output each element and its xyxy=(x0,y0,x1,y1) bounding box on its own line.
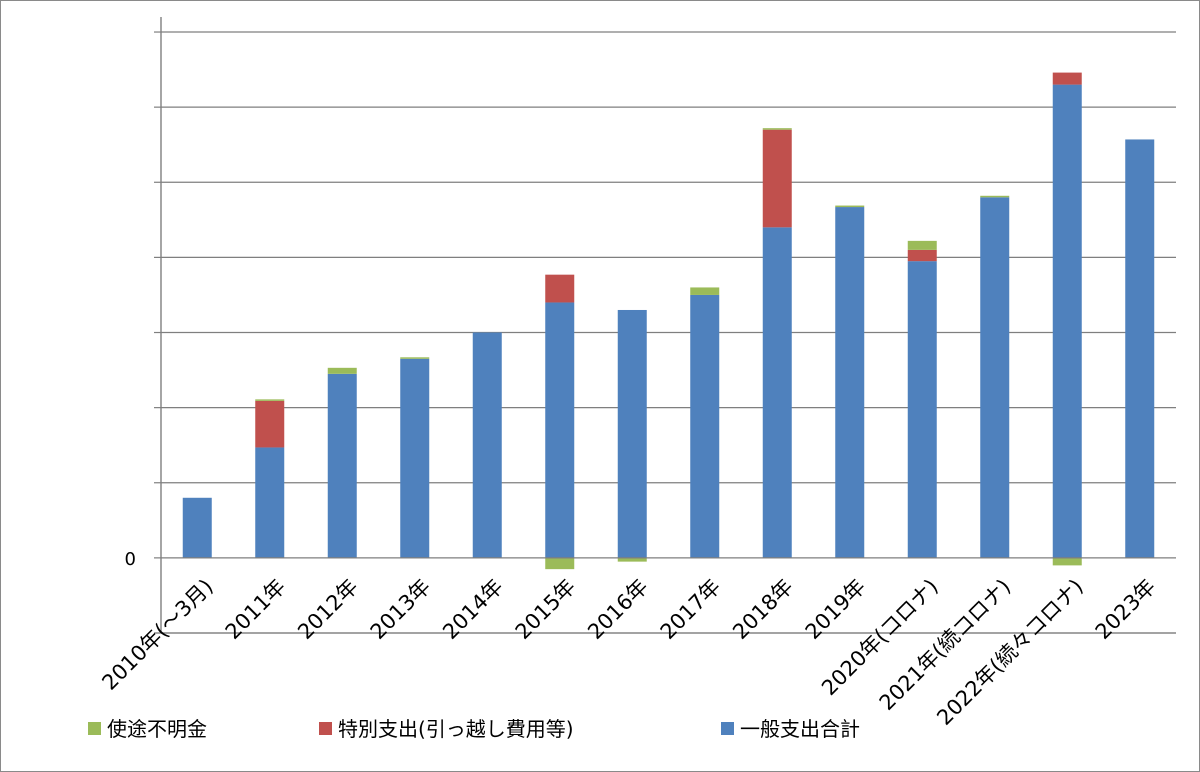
bar-general-expense xyxy=(690,294,720,558)
bar-general-expense xyxy=(907,261,937,558)
bar-general-expense xyxy=(1125,139,1155,558)
category-label: 2013年 xyxy=(366,574,436,644)
category-label: 2018年 xyxy=(728,574,798,644)
legend-swatch xyxy=(721,722,734,735)
category-label: 2010年(～3月) xyxy=(97,574,217,694)
bar-unknown-expense xyxy=(255,399,285,401)
bar-unknown-expense xyxy=(690,287,720,295)
bar-unknown-expense xyxy=(545,557,575,570)
legend-swatch xyxy=(319,722,332,735)
category-label: 2017年 xyxy=(656,574,726,644)
bar-general-expense xyxy=(545,302,575,558)
bar-special-expense xyxy=(545,274,575,303)
bar-unknown-expense xyxy=(1052,557,1082,566)
y-tick-label: 0 xyxy=(125,549,136,570)
bar-special-expense xyxy=(1052,72,1082,85)
bar-general-expense xyxy=(762,227,792,558)
bar-general-expense xyxy=(472,332,502,558)
category-label: 2022年(続々コロナ) xyxy=(932,574,1087,729)
bar-unknown-expense xyxy=(617,557,647,562)
category-labels: 2010年(～3月) 2011年 2012年 2013年 2014年 2015年 2016年… xyxy=(97,574,1160,729)
category-label: 2012年 xyxy=(293,574,363,644)
bar-unknown-expense xyxy=(400,357,430,359)
legend-label: 特別支出(引っ越し費用等) xyxy=(338,717,574,741)
bar-unknown-expense xyxy=(327,367,357,374)
bar-general-expense xyxy=(1052,84,1082,558)
bar-general-expense xyxy=(255,447,285,558)
bar-general-expense xyxy=(617,309,647,558)
bar-unknown-expense xyxy=(907,240,937,250)
bar-unknown-expense xyxy=(980,195,1010,198)
bar-unknown-expense xyxy=(835,205,865,208)
bar-general-expense xyxy=(980,197,1010,558)
category-label: 2014年 xyxy=(438,574,508,644)
gridlines xyxy=(161,31,1176,634)
category-label: 2011年 xyxy=(221,574,291,644)
category-label: 2016年 xyxy=(583,574,653,644)
bar-general-expense xyxy=(182,497,212,558)
legend-label: 一般支出合計 xyxy=(740,717,860,741)
bar-special-expense xyxy=(907,249,937,262)
category-label: 2019年 xyxy=(801,574,871,644)
category-label: 2021年(続コロナ) xyxy=(875,574,1016,715)
bar-special-expense xyxy=(255,400,285,448)
bar-general-expense xyxy=(835,207,865,558)
category-label: 2023年 xyxy=(1091,574,1161,644)
legend-swatch xyxy=(88,722,101,735)
legend-label: 使途不明金 xyxy=(107,717,207,741)
bar-general-expense xyxy=(327,373,357,558)
bar-special-expense xyxy=(762,129,792,228)
category-label: 2015年 xyxy=(511,574,581,644)
legend: 使途不明金 特別支出(引っ越し費用等) 一般支出合計 xyxy=(88,717,860,741)
bar-general-expense xyxy=(400,358,430,558)
bars xyxy=(182,72,1155,570)
bar-unknown-expense xyxy=(762,128,792,130)
